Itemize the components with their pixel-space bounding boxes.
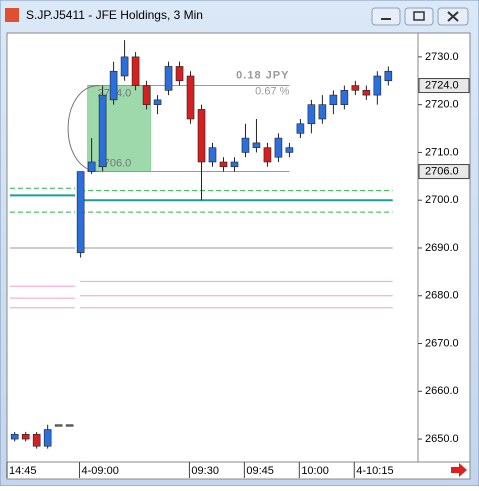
x-tick-label: 09:45 (246, 465, 274, 477)
candle-body (98, 94, 107, 168)
candle-body (296, 123, 305, 134)
candle-body (329, 94, 338, 105)
maximize-button[interactable] (404, 7, 434, 26)
x-tick-label: 4-10:15 (356, 465, 393, 477)
candle-body (241, 137, 250, 153)
candle-body (340, 90, 349, 105)
candle-body (21, 433, 30, 440)
candle-body (285, 147, 294, 153)
candle-body (175, 66, 184, 82)
price-marker-label: 2706.0 (425, 165, 459, 177)
x-tick-label: 10:00 (301, 465, 329, 477)
scroll-arrow[interactable] (451, 463, 467, 477)
candle-body (76, 171, 85, 254)
candle-body (197, 109, 206, 163)
x-tick-label: 14:45 (9, 465, 37, 477)
candle-body (43, 429, 52, 447)
price-marker (418, 78, 470, 94)
candle-body (10, 433, 19, 440)
candle-body (274, 137, 283, 158)
y-tick-label: 2680.0 (425, 290, 459, 302)
measure-arc (67, 85, 100, 173)
measure-change: 0.18 JPY (236, 69, 289, 81)
candle-body (109, 70, 118, 101)
candle-body (186, 75, 195, 120)
candle-body (208, 147, 217, 163)
y-tick-label: 2670.0 (425, 337, 459, 349)
y-tick-label: 2700.0 (425, 194, 459, 206)
minimize-button[interactable] (371, 7, 401, 26)
candle-body (54, 424, 63, 427)
candle-body (131, 56, 140, 86)
candle-body (373, 75, 382, 96)
y-tick-label: 2710.0 (425, 146, 459, 158)
candle-body (153, 99, 162, 105)
candle-body (307, 104, 316, 125)
candle-body (318, 104, 327, 120)
candle-body (142, 85, 151, 105)
candle-body (87, 161, 96, 172)
candle-body (384, 70, 393, 82)
candle-body (65, 424, 74, 427)
y-tick-label: 2660.0 (425, 385, 459, 397)
candle-body (32, 433, 41, 447)
candle-body (362, 90, 371, 96)
candle-body (230, 161, 239, 168)
price-axis (417, 32, 471, 463)
y-tick-label: 2690.0 (425, 242, 459, 254)
measure-percent: 0.67 % (255, 85, 289, 97)
candle-body (219, 161, 228, 168)
candle-body (120, 56, 129, 77)
price-marker-label: 2724.0 (425, 79, 459, 91)
y-tick-label: 2730.0 (425, 51, 459, 63)
y-tick-label: 2650.0 (425, 433, 459, 445)
candle-body (164, 66, 173, 91)
window-icon (5, 8, 19, 22)
candle-body (263, 147, 272, 163)
candle-body (252, 142, 261, 148)
x-tick-label: 09:30 (191, 465, 219, 477)
x-tick-label: 4-09:00 (82, 465, 119, 477)
time-axis (6, 461, 471, 480)
price-marker (418, 164, 470, 180)
y-tick-label: 2720.0 (425, 99, 459, 111)
candle-body (351, 85, 360, 91)
window-title: S.JP.J5411 - JFE Holdings, 3 Min (26, 8, 203, 22)
